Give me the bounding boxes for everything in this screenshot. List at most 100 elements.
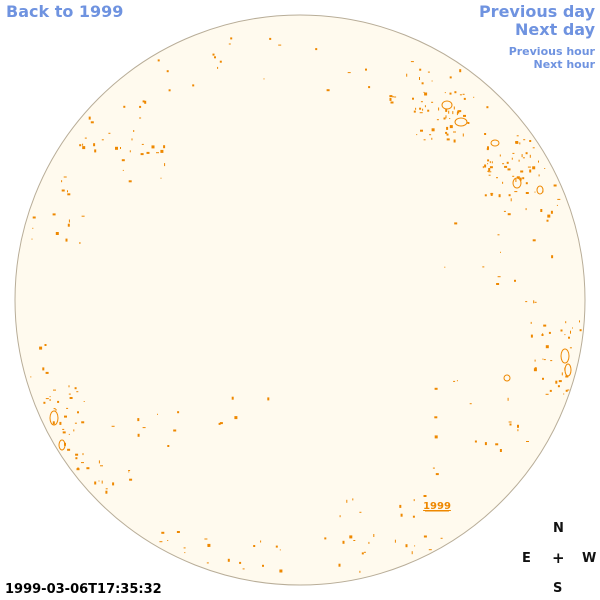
contour-speck [567, 389, 570, 391]
contour-speck [324, 537, 327, 540]
contour-speck [558, 380, 562, 383]
contour-speck [74, 422, 77, 424]
contour-speck [579, 320, 580, 323]
contour-speck [160, 177, 162, 179]
contour-speck [94, 149, 97, 153]
contour-speck [534, 191, 536, 193]
contour-speck [214, 56, 216, 59]
contour-speck [499, 154, 501, 157]
contour-speck [458, 110, 462, 113]
contour-speck [530, 334, 533, 338]
contour-speck [508, 421, 512, 423]
contour-speck [507, 213, 511, 216]
contour-speck [121, 159, 125, 162]
contour-speck [484, 164, 487, 168]
contour-speck [230, 37, 233, 40]
contour-speck [338, 563, 341, 567]
contour-speck [88, 116, 91, 120]
contour-speck [431, 128, 435, 132]
next-hour-link[interactable]: Next hour [533, 58, 596, 71]
contour-speck [263, 78, 265, 80]
contour-speck [419, 77, 420, 80]
contour-speck [183, 547, 186, 549]
previous-hour-link[interactable]: Previous hour [508, 45, 595, 58]
contour-speck [63, 176, 67, 178]
contour-speck [500, 251, 501, 253]
contour-speck [509, 423, 512, 426]
contour-speck [570, 330, 571, 334]
contour-speck [112, 482, 115, 486]
contour-speck [542, 358, 544, 360]
contour-speck [347, 72, 351, 74]
contour-speck [453, 380, 456, 382]
contour-speck [82, 453, 84, 456]
contour-speck [431, 101, 434, 103]
contour-speck [449, 76, 452, 79]
contour-speck [551, 255, 554, 259]
contour-speck [42, 367, 45, 371]
contour-speck [429, 134, 432, 136]
contour-speck [463, 114, 466, 117]
contour-speck [275, 545, 278, 548]
contour-speck [67, 448, 71, 451]
contour-speck [394, 96, 397, 98]
contour-speck [453, 139, 456, 143]
contour-speck [454, 222, 458, 225]
previous-day-link[interactable]: Previous day [478, 2, 595, 21]
contour-speck [90, 121, 94, 124]
contour-speck [55, 232, 59, 235]
contour-speck [400, 513, 403, 517]
contour-speck [123, 105, 126, 108]
contour-speck [269, 37, 272, 40]
contour-speck [534, 359, 536, 362]
contour-loop [536, 185, 544, 195]
contour-speck [82, 146, 86, 150]
contour-speck [45, 371, 49, 374]
contour-speck [82, 143, 84, 146]
contour-speck [177, 411, 180, 414]
contour-speck [503, 210, 506, 212]
contour-speck [469, 403, 472, 405]
contour-speck [474, 440, 477, 443]
contour-speck [529, 169, 532, 173]
contour-speck [454, 91, 457, 94]
contour-speck [156, 152, 159, 154]
contour-speck [416, 134, 418, 136]
contour-speck [394, 539, 396, 543]
contour-speck [373, 534, 375, 537]
contour-speck [105, 490, 108, 494]
contour-speck [510, 198, 512, 202]
contour-speck [530, 321, 532, 324]
contour-speck [57, 400, 60, 403]
contour-speck [497, 276, 501, 278]
next-day-link[interactable]: Next day [515, 20, 595, 39]
contour-speck [449, 92, 452, 95]
contour-speck [538, 160, 539, 163]
back-to-year-link[interactable]: Back to 1999 [6, 2, 124, 21]
contour-speck [142, 100, 145, 103]
contour-speck [533, 368, 537, 372]
contour-speck [550, 360, 553, 362]
contour-speck [515, 179, 517, 182]
contour-speck [406, 73, 408, 77]
contour-speck [459, 69, 462, 73]
contour-speck [538, 174, 540, 177]
contour-speck [279, 549, 281, 551]
contour-speck [488, 168, 491, 171]
contour-speck [502, 181, 504, 184]
contour-speck [489, 166, 493, 169]
contour-speck [484, 133, 487, 135]
contour-speck [74, 387, 77, 390]
contour-speck [548, 331, 551, 334]
contour-speck [415, 107, 417, 110]
contour-speckles [30, 37, 582, 573]
contour-speck [556, 204, 558, 206]
contour-speck [279, 569, 283, 573]
contour-speck [363, 551, 366, 553]
contour-speck [428, 549, 432, 551]
contour-speck [111, 425, 115, 427]
contour-loop [503, 374, 511, 382]
contour-speck [68, 433, 70, 435]
contour-speck [419, 107, 422, 110]
